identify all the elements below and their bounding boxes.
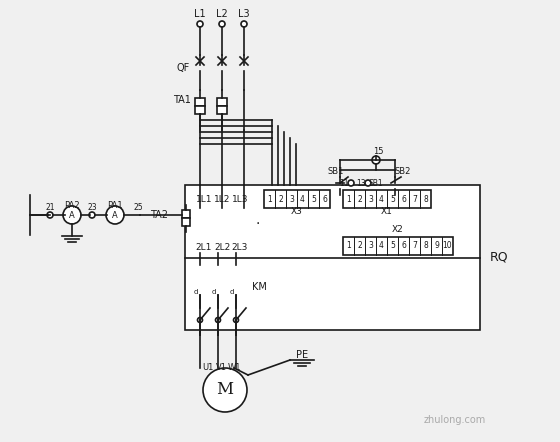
Circle shape — [198, 317, 203, 323]
Text: 2: 2 — [357, 194, 362, 203]
Text: 5: 5 — [390, 194, 395, 203]
Bar — [343, 237, 453, 255]
Bar — [182, 218, 190, 226]
Text: 2L1: 2L1 — [196, 243, 212, 251]
Text: TA2: TA2 — [150, 210, 168, 220]
Text: L2: L2 — [216, 9, 228, 19]
Text: 6: 6 — [401, 241, 406, 251]
Text: W1: W1 — [227, 363, 241, 373]
Text: 7: 7 — [412, 241, 417, 251]
Text: 4: 4 — [379, 194, 384, 203]
Text: KM: KM — [252, 282, 267, 292]
Text: X1: X1 — [381, 206, 393, 216]
Text: 2L2: 2L2 — [214, 243, 230, 251]
Text: d: d — [194, 289, 198, 295]
Text: 2L3: 2L3 — [232, 243, 248, 251]
Text: SB1: SB1 — [328, 168, 344, 176]
Text: 3: 3 — [368, 241, 373, 251]
Text: 21: 21 — [45, 202, 55, 212]
Text: 1L1: 1L1 — [196, 195, 212, 205]
Circle shape — [348, 180, 354, 186]
Text: 3: 3 — [289, 194, 294, 203]
Text: L3: L3 — [238, 9, 250, 19]
Text: RQ: RQ — [490, 251, 508, 264]
Circle shape — [197, 21, 203, 27]
Text: 5: 5 — [311, 194, 316, 203]
Text: QF: QF — [176, 63, 190, 73]
Text: 10: 10 — [443, 241, 452, 251]
Text: 13: 13 — [356, 179, 366, 187]
Text: 3: 3 — [368, 194, 373, 203]
Text: 4: 4 — [379, 241, 384, 251]
Bar — [185, 185, 480, 330]
Circle shape — [241, 21, 247, 27]
Bar — [182, 210, 190, 218]
Text: 6: 6 — [322, 194, 327, 203]
Bar — [264, 190, 330, 208]
Bar — [217, 106, 227, 114]
Text: A: A — [112, 210, 118, 220]
Text: SB2: SB2 — [395, 168, 411, 176]
Text: X3: X3 — [291, 206, 303, 216]
Circle shape — [106, 206, 124, 224]
Circle shape — [234, 317, 239, 323]
Text: PA2: PA2 — [64, 201, 80, 210]
Text: PA1: PA1 — [107, 201, 123, 210]
Bar — [195, 106, 205, 114]
Text: 8: 8 — [423, 241, 428, 251]
Text: 5: 5 — [390, 241, 395, 251]
Text: .: . — [256, 213, 260, 227]
Text: M: M — [216, 381, 234, 399]
Text: 9: 9 — [434, 241, 439, 251]
Circle shape — [219, 21, 225, 27]
Circle shape — [47, 212, 53, 218]
Text: d: d — [230, 289, 234, 295]
Text: 1: 1 — [346, 241, 351, 251]
Text: 2: 2 — [357, 241, 362, 251]
Text: U1: U1 — [202, 363, 214, 373]
Circle shape — [63, 206, 81, 224]
Text: 1L2: 1L2 — [214, 195, 230, 205]
Text: 15: 15 — [373, 148, 383, 156]
Bar — [195, 98, 205, 106]
Text: zhulong.com: zhulong.com — [424, 415, 486, 425]
Text: 11: 11 — [339, 179, 349, 187]
Text: 4: 4 — [300, 194, 305, 203]
Text: TA1: TA1 — [173, 95, 191, 105]
Text: PE: PE — [296, 350, 308, 360]
Text: X2: X2 — [392, 225, 404, 233]
Text: 25: 25 — [133, 202, 143, 212]
Text: 1: 1 — [346, 194, 351, 203]
Text: 23: 23 — [87, 202, 97, 212]
Circle shape — [203, 368, 247, 412]
Circle shape — [365, 180, 371, 186]
Text: 8: 8 — [423, 194, 428, 203]
Bar — [343, 190, 431, 208]
Text: 6: 6 — [401, 194, 406, 203]
Bar — [217, 98, 227, 106]
Text: d: d — [212, 289, 216, 295]
Text: A: A — [69, 210, 75, 220]
Text: L1: L1 — [194, 9, 206, 19]
Text: 1: 1 — [267, 194, 272, 203]
Text: 2: 2 — [278, 194, 283, 203]
Text: 1L3: 1L3 — [232, 195, 248, 205]
Text: 7: 7 — [412, 194, 417, 203]
Circle shape — [89, 212, 95, 218]
Circle shape — [216, 317, 221, 323]
Text: SB1: SB1 — [368, 179, 383, 187]
Text: V1: V1 — [216, 363, 226, 373]
Circle shape — [372, 156, 380, 164]
